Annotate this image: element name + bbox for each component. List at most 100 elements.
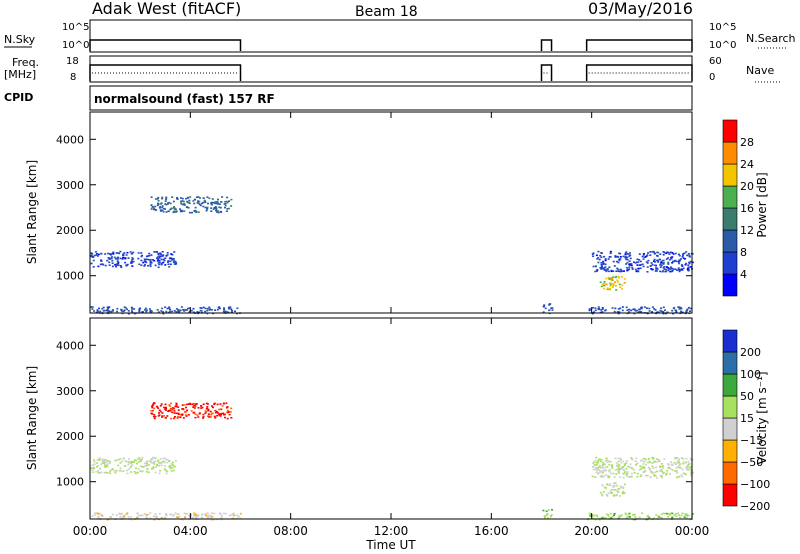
- echo-cell: [169, 308, 171, 311]
- echo-cell: [228, 200, 230, 202]
- echo-cell: [669, 514, 672, 516]
- echo-cell: [165, 514, 168, 517]
- echo-cell: [651, 263, 654, 266]
- echo-cell: [607, 476, 610, 479]
- echo-cell: [137, 257, 140, 260]
- velocity-ylabel: Slant Range [km]: [25, 366, 39, 470]
- colorbar-tick-label: 4: [740, 268, 747, 281]
- echo-cell: [671, 464, 674, 466]
- echo-cell: [192, 200, 195, 202]
- echo-cell: [600, 268, 603, 270]
- echo-cell: [668, 259, 671, 261]
- echo-cell: [117, 464, 120, 467]
- echo-cell: [618, 464, 621, 467]
- echo-cell: [614, 255, 617, 257]
- echo-cell: [194, 416, 197, 419]
- echo-cell: [173, 251, 176, 253]
- echo-cell: [236, 307, 239, 310]
- echo-cell: [598, 469, 600, 471]
- echo-cell: [645, 463, 648, 466]
- echo-cell: [668, 473, 671, 475]
- echo-cell: [602, 267, 605, 269]
- echo-cell: [210, 309, 213, 311]
- echo-cell: [204, 310, 207, 313]
- echo-cell: [119, 516, 122, 518]
- echo-cell: [154, 457, 157, 459]
- echo-cell: [660, 264, 663, 267]
- echo-cell: [620, 467, 623, 470]
- echo-cell: [197, 200, 199, 202]
- echo-cell: [192, 307, 195, 310]
- echo-cell: [111, 309, 114, 311]
- echo-cell: [656, 260, 659, 262]
- echo-cell: [220, 516, 223, 519]
- noise-right-tick-top: 10^5: [709, 22, 736, 33]
- echo-cell: [611, 279, 614, 282]
- echo-cell: [595, 464, 598, 466]
- echo-cell: [681, 468, 684, 471]
- echo-cell: [610, 465, 613, 468]
- echo-cell: [174, 416, 176, 418]
- echo-cell: [201, 406, 204, 409]
- echo-cell: [165, 211, 168, 213]
- echo-cell: [143, 260, 146, 262]
- echo-cell: [230, 514, 233, 516]
- echo-cell: [653, 308, 656, 310]
- echo-cell: [135, 467, 137, 469]
- echo-cell: [676, 512, 679, 515]
- echo-cell: [217, 198, 219, 201]
- echo-cell: [619, 268, 622, 271]
- echo-cell: [108, 261, 111, 264]
- echo-cell: [588, 308, 591, 310]
- echo-cell: [685, 262, 688, 265]
- echo-cell: [651, 311, 653, 313]
- echo-cell: [208, 416, 211, 418]
- echo-cell: [154, 205, 157, 208]
- echo-cell: [607, 514, 610, 516]
- echo-cell: [150, 458, 152, 461]
- echo-cell: [622, 492, 625, 495]
- echo-cell: [614, 276, 617, 279]
- echo-cell: [615, 289, 618, 291]
- echo-cell: [206, 406, 209, 408]
- echo-cell: [602, 263, 604, 265]
- echo-cell: [680, 457, 683, 459]
- echo-cell: [670, 461, 672, 463]
- echo-cell: [601, 484, 604, 487]
- echo-cell: [638, 259, 641, 261]
- noise-traces: [89, 39, 693, 51]
- echo-cell: [672, 268, 675, 270]
- echo-cell: [208, 309, 211, 311]
- echo-cell: [126, 469, 129, 472]
- colorbar-cell: [722, 439, 738, 463]
- echo-cell: [614, 482, 617, 484]
- echo-cell: [226, 201, 229, 204]
- echo-cell: [170, 257, 173, 260]
- echo-cell: [172, 461, 174, 464]
- echo-cell: [215, 208, 218, 211]
- echo-cell: [187, 207, 190, 209]
- echo-cell: [149, 258, 152, 261]
- echo-cell: [636, 472, 639, 475]
- echo-cell: [605, 269, 608, 272]
- echo-cell: [598, 466, 601, 468]
- echo-cell: [213, 415, 216, 418]
- echo-cell: [547, 509, 550, 511]
- echo-cell: [115, 469, 118, 472]
- echo-cell: [171, 467, 174, 469]
- echo-cell: [605, 459, 608, 461]
- echo-cell: [145, 471, 148, 473]
- echo-cell: [106, 460, 109, 462]
- echo-cell: [662, 263, 665, 265]
- echo-cell: [679, 462, 682, 465]
- echo-cell: [202, 413, 205, 416]
- echo-cell: [99, 310, 102, 313]
- echo-cell: [667, 269, 670, 271]
- echo-cell: [617, 466, 620, 468]
- echo-cell: [116, 263, 119, 265]
- echo-cell: [177, 311, 180, 314]
- echo-cell: [212, 519, 215, 521]
- echo-cell: [666, 512, 668, 515]
- echo-cell: [96, 255, 99, 257]
- echo-cell: [617, 268, 620, 271]
